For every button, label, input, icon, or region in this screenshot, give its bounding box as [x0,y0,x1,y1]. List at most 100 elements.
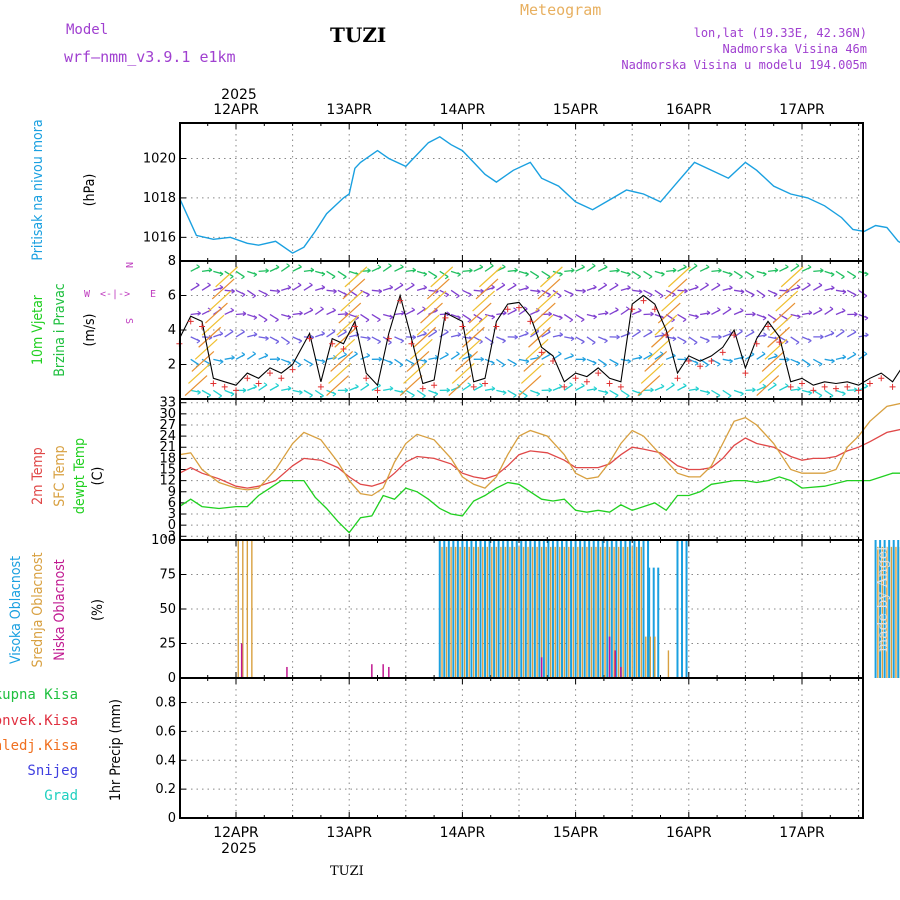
wind-arrow-head [253,384,257,390]
wind-arrow-head [263,382,268,388]
wind-gust-marker [753,340,760,347]
wind-legend-arrow: <-|-> [100,289,130,300]
wind-arrow-head [275,317,279,323]
wind-arrow-head [863,351,868,357]
wind-arrow-head [287,314,292,320]
wind-arrow-head [321,359,326,365]
y-tick-label: 0 [168,518,176,533]
wind-gust-marker [855,387,862,394]
wind-arrow [190,312,201,316]
wind-gust-marker [583,378,590,385]
wind-gust-marker [516,304,522,311]
wind-gust-arrow [530,314,554,336]
wind-arrow-head [593,314,597,320]
wind-arrow-head [264,352,269,358]
wind-gust-arrow [328,363,352,384]
wind-arrow [620,358,631,362]
wind-arrow-head [286,340,290,345]
wind-arrow-head [309,392,313,398]
wind-arrow-head [762,315,767,321]
wind-arrow-head [671,292,676,298]
wind-gust-arrow [664,278,688,300]
wind-gust-arrow [330,350,354,372]
wind-gust-arrow [205,302,228,324]
wind-arrow-head [648,274,653,280]
wind-arrow-head [525,285,529,290]
wind-arrow-head [808,390,812,396]
wind-arrow-head [333,288,337,294]
wind-arrow [552,333,563,338]
y-tick-label: 30 [159,407,176,422]
wind-gust-arrow [761,350,785,372]
wind-arrow-head [207,282,211,288]
wind-gust-arrow [458,338,482,360]
wind-arrow-head [820,334,824,340]
wind-arrow-head [795,263,800,269]
wind-arrow-head [615,307,619,313]
wind-arrow-head [321,331,325,336]
wind-arrow-head [480,356,485,362]
wind-arrow-head [864,383,868,389]
wind-arrow-head [367,336,371,341]
wind-arrow-head [491,314,496,320]
wind-arrow [586,388,597,392]
wind-arrow-head [219,359,224,365]
wind-gust-arrow [416,314,440,336]
wind-arrow-head [672,336,677,342]
wind-arrow [450,333,461,338]
wind-arrow-head [525,330,529,336]
wind-arrow-head [501,362,505,368]
wind-arrow-head [321,284,326,290]
y-tick-label: 9 [168,485,176,500]
wind-arrow-head [512,392,517,398]
panel-frame [179,677,864,819]
wind-arrow-head [818,307,823,313]
wind-arrow-head [253,272,258,278]
wind-arrow-head [581,383,585,389]
wind-arrow-head [831,285,835,291]
wind-arrow-head [344,387,349,393]
watermark: made by Angel [875,546,891,652]
wind-arrow-head [366,352,371,358]
wind-arrow-head [456,293,460,299]
wind-arrow-head [649,292,653,298]
pressure-line [178,135,900,254]
wind-arrow-head [570,292,574,298]
wind-gust-marker [431,382,438,389]
wind-arrow-head [548,311,552,317]
wind-arrow-head [367,268,371,274]
year-bottom: 2025 [221,841,257,857]
wind-arrow-head [614,361,619,367]
precip-unit: 1hr Precip (mm) [108,699,124,801]
wind-arrow-head [625,393,630,399]
wind-arrow [462,269,473,272]
wind-arrow-head [786,357,790,363]
wind-arrow-head [807,264,812,270]
wind-arrow [813,269,824,272]
wind-arrow-head [218,393,222,399]
wind-arrow-head [320,393,324,399]
wind-gust-arrow [532,302,556,324]
wind-arrow-head [310,267,315,273]
wind-arrow-head [491,360,495,366]
wind-gust-marker [187,318,194,325]
wind-gust-marker [765,323,772,330]
footer-station: TUZI [330,864,364,879]
wind-arrow-head [718,334,722,340]
wind-arrow [496,389,507,394]
wind-arrow-head [638,354,643,360]
wind-arrow-head [264,292,268,298]
wind-arrow-head [659,351,664,357]
wind-gust-arrow [472,290,495,312]
wind-arrow-head [716,307,721,313]
wind-gust-arrow [340,290,364,312]
wind-gust-marker [731,332,738,339]
wind-arrow-head [729,358,733,364]
wind-arrow-head [195,282,200,288]
wind-arrow-head [661,271,665,277]
wind-arrow-head [299,390,303,395]
wind-arrow-head [842,391,846,397]
wind-arrow-head [445,329,449,335]
wind-arrow-head [683,264,687,270]
wind-gust-marker [255,380,262,387]
